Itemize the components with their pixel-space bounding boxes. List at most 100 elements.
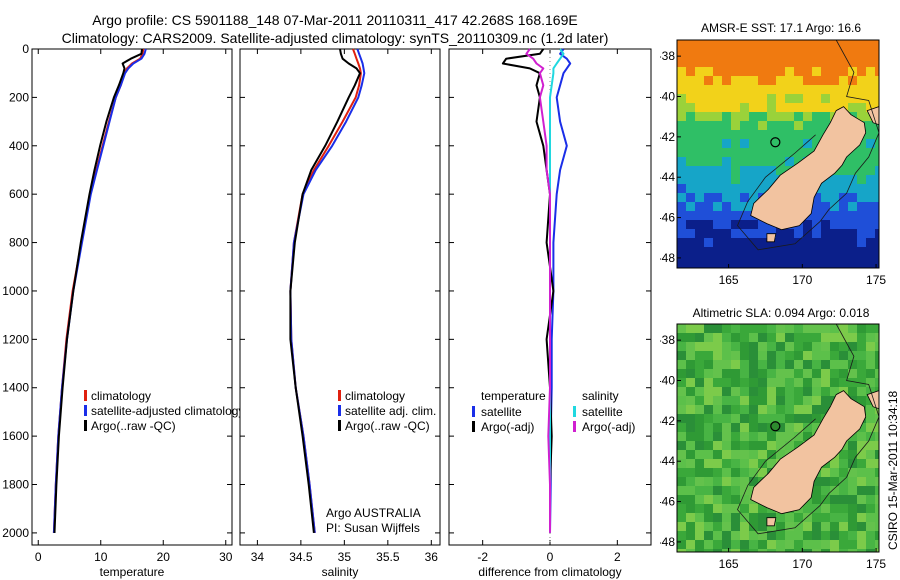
legend-swatch (472, 421, 475, 432)
map-cell (677, 324, 686, 333)
map-cell (848, 360, 857, 369)
map-cell (686, 157, 695, 166)
map-cell (749, 85, 758, 94)
map-cell (866, 333, 875, 342)
map-cell (776, 342, 785, 351)
map-cell (686, 49, 695, 58)
map-cell (794, 40, 803, 49)
map-cell (731, 387, 740, 396)
map-cell (812, 85, 821, 94)
map-cell (839, 193, 848, 202)
map-cell (695, 166, 704, 175)
map-cell (866, 247, 875, 256)
map-cell (812, 324, 821, 333)
map-cell (749, 175, 758, 184)
lon-tick-label: 165 (719, 557, 739, 571)
map-cell (722, 504, 731, 513)
map-cell (704, 369, 713, 378)
map-cell (713, 468, 722, 477)
map-cell (794, 85, 803, 94)
map-cell (866, 351, 875, 360)
lat-tick-label: -40 (660, 89, 675, 103)
map-cell (695, 495, 704, 504)
map-cell (848, 76, 857, 85)
map-cell (785, 378, 794, 387)
map-cell (848, 351, 857, 360)
map-cell (848, 486, 857, 495)
map-cell (857, 139, 866, 148)
map-cell (695, 202, 704, 211)
map-cell (686, 423, 695, 432)
legend-label: Argo(..raw -QC) (345, 419, 430, 433)
legend-label: satellite-adjusted climatology (91, 404, 244, 418)
map-cell (785, 333, 794, 342)
map-cell (731, 112, 740, 121)
lon-tick-label: 165 (719, 273, 739, 287)
map-cell (812, 387, 821, 396)
map-cell (731, 49, 740, 58)
map-cell (740, 121, 749, 130)
map-cell (758, 103, 767, 112)
map-cell (704, 184, 713, 193)
map-cell (740, 387, 749, 396)
map-cell (776, 369, 785, 378)
map-cell (803, 121, 812, 130)
map-cell (848, 369, 857, 378)
map-cell (866, 94, 875, 103)
map-cell (749, 40, 758, 49)
map-cell (740, 58, 749, 67)
map-cell (695, 103, 704, 112)
map-cell (803, 112, 812, 121)
map-cell (767, 369, 776, 378)
map-cell (785, 157, 794, 166)
map-cell (875, 148, 879, 157)
map-cell (812, 414, 821, 423)
y-tick-label: 0 (22, 42, 29, 56)
map-cell (785, 148, 794, 157)
map-cell (713, 369, 722, 378)
map-cell (857, 103, 866, 112)
map-cell (713, 67, 722, 76)
map-cell (704, 378, 713, 387)
map-cell (803, 369, 812, 378)
map-cell (857, 531, 866, 540)
map-cell (677, 531, 686, 540)
legend-swatch (338, 405, 341, 416)
map-cell (686, 130, 695, 139)
map-cell (713, 549, 722, 552)
map-cell (803, 540, 812, 549)
map-cell (821, 238, 830, 247)
map-cell (740, 378, 749, 387)
map-cell (677, 540, 686, 549)
map-cell (794, 369, 803, 378)
map-cell (785, 369, 794, 378)
map-cell (713, 396, 722, 405)
lat-tick-label: -48 (660, 251, 675, 265)
map-cell (839, 468, 848, 477)
map-cell (839, 166, 848, 175)
map-cell (749, 414, 758, 423)
map-cell (722, 130, 731, 139)
map-cell (713, 342, 722, 351)
map-cell (740, 432, 749, 441)
map-cell (776, 396, 785, 405)
map-cell (704, 220, 713, 229)
map-cell (830, 40, 839, 49)
map-cell (713, 229, 722, 238)
map-cell (749, 193, 758, 202)
map-cell (704, 549, 713, 552)
map-cell (731, 369, 740, 378)
legend-label: satellite adj. clim. (345, 404, 436, 418)
map-cell (758, 522, 767, 531)
map-cell (677, 40, 686, 49)
map-cell (875, 342, 879, 351)
map-cell (866, 324, 875, 333)
map-cell (740, 67, 749, 76)
map-cell (866, 477, 875, 486)
map-cell (821, 531, 830, 540)
map-cell (695, 378, 704, 387)
map-cell (686, 342, 695, 351)
map-cell (812, 495, 821, 504)
map-cell (749, 121, 758, 130)
map-cell (677, 94, 686, 103)
